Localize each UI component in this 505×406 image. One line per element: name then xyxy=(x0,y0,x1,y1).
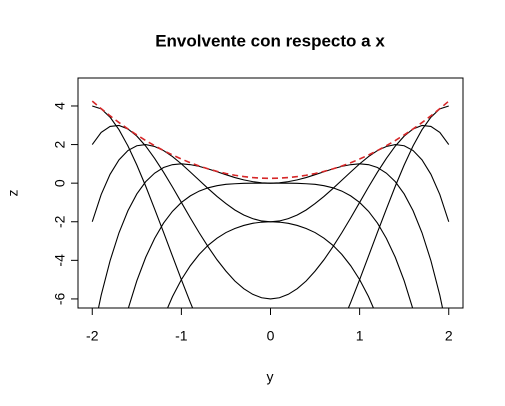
chart-title: Envolvente con respecto a x xyxy=(155,31,385,50)
y-tick-label: -6 xyxy=(52,292,68,305)
x-tick-label: 2 xyxy=(445,328,453,344)
y-axis-label: z xyxy=(5,190,21,197)
curve xyxy=(92,105,449,308)
curve xyxy=(91,124,450,300)
y-tick-label: 0 xyxy=(52,179,68,187)
y-tick-label: -2 xyxy=(52,215,68,228)
curve xyxy=(91,100,450,180)
x-tick-label: -1 xyxy=(175,328,188,344)
plot-area xyxy=(91,100,450,308)
curve xyxy=(97,163,444,308)
x-tick-label: -2 xyxy=(86,328,99,344)
x-tick-label: 1 xyxy=(356,328,364,344)
x-axis-label: y xyxy=(267,369,274,385)
y-tick-label: -4 xyxy=(52,254,68,267)
curve xyxy=(91,144,450,223)
x-tick-label: 0 xyxy=(267,328,275,344)
y-tick-label: 4 xyxy=(52,102,68,110)
y-tick-label: 2 xyxy=(52,140,68,148)
